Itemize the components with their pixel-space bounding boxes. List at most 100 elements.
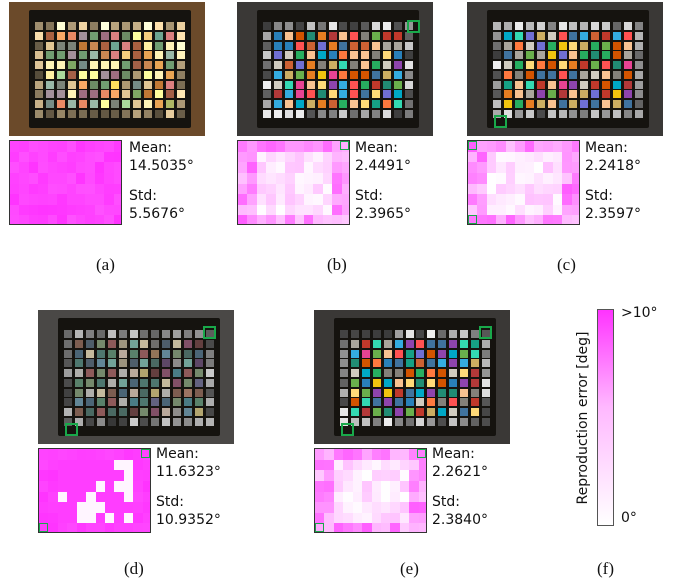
error-cell [552,204,563,216]
color-patch [273,90,282,99]
error-cell [571,183,579,195]
error-cell [142,470,150,482]
color-patch [482,398,490,407]
color-patch [74,378,83,387]
color-patch [155,51,164,60]
color-patch [64,398,72,407]
error-cell [380,523,391,532]
color-patch [107,388,116,397]
color-patch [45,61,54,70]
error-cell [352,480,363,492]
error-cell [247,194,258,206]
error-cell [543,141,554,153]
color-patch [372,408,381,417]
color-patch [67,61,76,70]
color-patch [155,22,164,30]
color-patch [184,330,193,338]
caption-a: (a) [96,255,115,274]
error-cell [47,172,58,184]
color-patch [118,349,127,358]
color-patch [471,349,480,358]
color-patch [35,31,43,40]
color-patch [438,359,447,368]
color-patch [558,31,567,40]
error-cell [114,512,125,524]
color-patch [635,100,643,109]
error-cell [47,183,58,195]
color-patch [328,41,337,50]
color-patch [503,51,512,60]
color-patch [273,70,282,79]
color-patch [449,369,458,378]
color-patch [383,61,392,70]
color-patch [372,70,381,79]
color-patch [284,22,293,30]
color-patch [372,61,381,70]
color-patch [140,388,149,397]
color-patch [122,22,131,30]
error-cell [552,162,563,174]
mean-label-c: Mean: [585,140,628,156]
color-patch [471,418,480,426]
color-patch [624,110,633,118]
color-patch [350,398,359,407]
error-cell [113,183,121,195]
std-value-c: 2.3597° [585,206,641,222]
error-cell [362,523,372,532]
color-patch [591,41,600,50]
color-patch [482,339,490,348]
color-patch [184,398,193,407]
color-patch [96,388,105,397]
error-cell [133,491,144,503]
color-patch [536,110,545,118]
color-patch [569,110,578,118]
color-patch [602,70,611,79]
error-cell [303,194,314,206]
color-patch [85,398,94,407]
error-cell [418,480,426,492]
color-patch [78,100,87,109]
color-patch [67,110,76,118]
error-cell [123,502,134,514]
color-patch [536,31,545,40]
color-patch [85,349,94,358]
color-patch [372,339,381,348]
color-patch [64,359,72,368]
error-cell [113,162,121,174]
error-cell [85,183,96,195]
color-patch [394,61,403,70]
color-patch [460,330,469,338]
color-patch [361,51,370,60]
color-patch [405,408,414,417]
color-patch [45,31,54,40]
error-cell [324,459,335,471]
error-cell [371,449,382,461]
color-patch [372,80,381,89]
error-cell [418,491,426,503]
color-patch [184,359,193,368]
color-patch [503,70,512,79]
error-cell [86,512,96,524]
color-patch [503,100,512,109]
color-patch [122,70,131,79]
color-patch [405,61,413,70]
error-cell [303,172,314,184]
color-patch [547,41,556,50]
color-patch [45,41,54,50]
error-cell [104,215,115,224]
caption-d: (d) [124,559,144,578]
error-cell [285,204,295,216]
color-patch [580,51,589,60]
error-cell [247,183,258,195]
color-patch [177,41,185,50]
color-patch [416,398,425,407]
color-patch [317,100,326,109]
color-patch [536,41,545,50]
error-cell [352,470,363,482]
error-cell [390,512,401,524]
error-cell [496,194,507,206]
color-patch [580,41,589,50]
error-cell [371,512,382,524]
color-patch [514,41,523,50]
color-patch [361,398,370,407]
